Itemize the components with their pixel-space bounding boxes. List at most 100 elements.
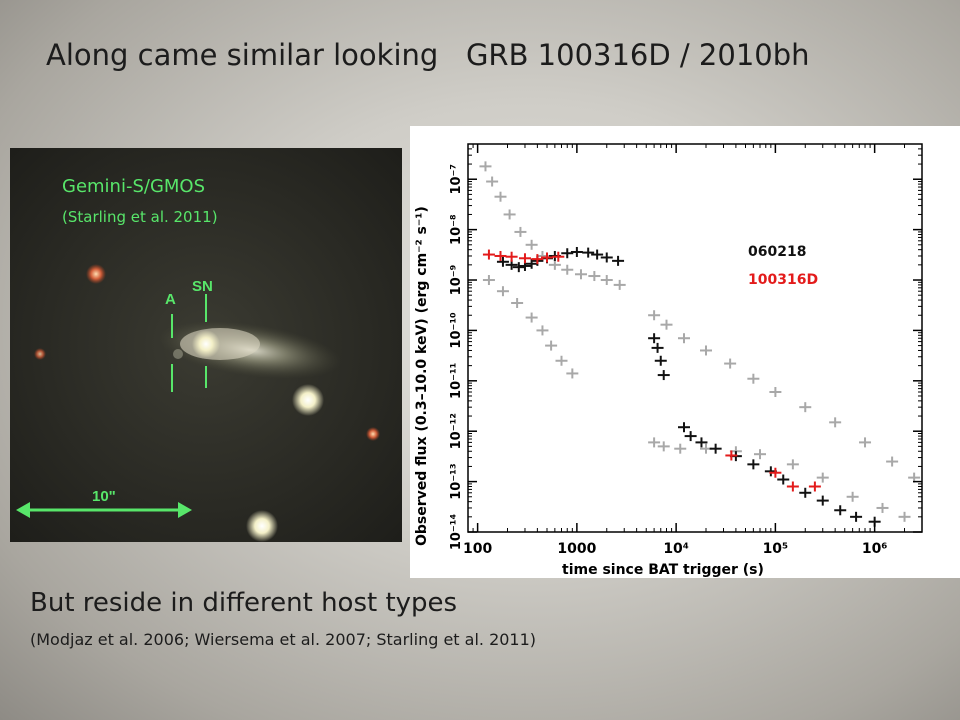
data-point-060218	[816, 495, 829, 506]
data-point-060218	[777, 474, 790, 485]
data-point-grey-comparison	[674, 443, 687, 454]
data-point-060218	[677, 422, 690, 433]
data-point-grey-comparison	[525, 239, 538, 250]
data-point-grey-comparison	[754, 449, 767, 460]
data-point-060218	[799, 487, 812, 498]
data-point-100316d	[482, 249, 495, 260]
data-point-grey-comparison	[859, 437, 872, 448]
data-point-060218	[834, 505, 847, 516]
data-point-grey-comparison	[482, 275, 495, 286]
x-tick-label: 1000	[557, 541, 596, 557]
legend-100316d: 100316D	[748, 272, 819, 288]
data-point-060218	[657, 370, 670, 381]
data-point-grey-comparison	[613, 279, 626, 290]
y-axis-label: Observed flux (0.3–10.0 keV) (erg cm⁻² s…	[414, 206, 430, 546]
data-point-grey-comparison	[511, 297, 524, 308]
data-point-grey-comparison	[769, 386, 782, 397]
data-point-grey-comparison	[677, 333, 690, 344]
data-point-grey-comparison	[657, 441, 670, 452]
data-point-grey-comparison	[786, 459, 799, 470]
y-tick-label: 10⁻⁹	[449, 264, 464, 295]
marker-sn-label: SN	[192, 278, 213, 295]
data-point-060218	[651, 342, 664, 353]
data-point-grey-comparison	[545, 340, 558, 351]
data-point-100316d	[505, 251, 518, 262]
data-point-grey-comparison	[799, 402, 812, 413]
data-point-060218	[709, 443, 722, 454]
data-point-grey-comparison	[566, 368, 579, 379]
instrument-label: Gemini-S/GMOS	[62, 176, 206, 197]
host-galaxy-image: A SN 10" Gemini-S/GMOS (Starling et al. …	[10, 148, 402, 542]
data-point-100316d	[518, 253, 531, 264]
data-point-100316d	[494, 250, 507, 261]
x-tick-label: 10⁶	[862, 541, 888, 557]
data-point-grey-comparison	[525, 312, 538, 323]
data-point-grey-comparison	[648, 310, 661, 321]
slide-subtitle: But reside in different host types	[30, 588, 458, 618]
marker-a-label: A	[165, 291, 176, 308]
light-curve-svg: 100 1000 10⁴ 10⁵ 10⁶ 10⁻¹⁴ 10⁻¹³ 10⁻¹² 10⁻¹¹ 10⁻¹…	[414, 143, 923, 578]
data-point-grey-comparison	[574, 269, 587, 280]
data-point-grey-comparison	[876, 502, 889, 513]
data-point-grey-comparison	[660, 319, 673, 330]
data-point-100316d	[808, 481, 821, 492]
data-point-060218	[600, 252, 613, 263]
host-galaxy-image-drawing: A SN 10"	[10, 148, 402, 542]
data-point-060218	[512, 262, 525, 273]
data-point-grey-comparison	[588, 271, 601, 282]
y-tick-label: 10⁻¹¹	[449, 363, 464, 399]
data-point-100316d	[540, 252, 553, 263]
y-tick-label: 10⁻¹⁴	[449, 514, 464, 551]
plot-frame	[467, 143, 923, 533]
slide-title: Along came similar looking GRB 100316D /…	[46, 38, 810, 72]
x-tick-label: 10⁵	[763, 541, 789, 557]
data-point-060218	[570, 246, 583, 257]
x-tick-label: 10⁴	[663, 541, 689, 557]
data-point-grey-comparison	[846, 491, 859, 502]
data-point-grey-comparison	[486, 176, 499, 187]
xray-light-curve-chart: 100 1000 10⁴ 10⁵ 10⁶ 10⁻¹⁴ 10⁻¹³ 10⁻¹² 10⁻¹¹ 10⁻¹…	[410, 126, 960, 578]
y-tick-label: 10⁻¹³	[449, 463, 464, 499]
data-point-grey-comparison	[561, 264, 574, 275]
data-point-060218	[648, 333, 661, 344]
data-point-060218	[684, 431, 697, 442]
legend-060218: 060218	[748, 244, 807, 260]
data-point-grey-comparison	[747, 373, 760, 384]
data-point-grey-comparison	[555, 355, 568, 366]
supernova-point	[192, 330, 220, 358]
x-axis-label: time since BAT trigger (s)	[562, 562, 764, 578]
data-point-grey-comparison	[514, 226, 527, 237]
data-point-060218	[582, 247, 595, 258]
data-point-grey-comparison	[494, 191, 507, 202]
data-point-100316d	[552, 251, 565, 262]
data-point-grey-comparison	[648, 437, 661, 448]
data-point-060218	[654, 355, 667, 366]
data-point-060218	[612, 255, 625, 266]
data-point-100316d	[786, 481, 799, 492]
data-point-grey-comparison	[898, 511, 911, 522]
data-point-100316d	[769, 467, 782, 478]
data-point-060218	[695, 437, 708, 448]
data-point-grey-comparison	[503, 209, 516, 220]
data-point-grey-comparison	[700, 345, 713, 356]
slide-references: (Modjaz et al. 2006; Wiersema et al. 200…	[30, 630, 537, 649]
data-point-grey-comparison	[829, 417, 842, 428]
data-point-grey-comparison	[548, 259, 561, 270]
data-point-100316d	[725, 450, 738, 461]
data-point-grey-comparison	[724, 358, 737, 369]
y-tick-label: 10⁻¹²	[449, 413, 464, 449]
data-point-grey-comparison	[479, 161, 492, 172]
data-point-grey-comparison	[886, 456, 899, 467]
y-tick-label: 10⁻⁸	[449, 214, 464, 245]
y-tick-label: 10⁻¹⁰	[449, 312, 464, 349]
data-point-grey-comparison	[536, 325, 549, 336]
y-tick-label: 10⁻⁷	[449, 164, 464, 195]
data-point-100316d	[531, 254, 544, 265]
data-point-060218	[591, 249, 604, 260]
data-point-grey-comparison	[496, 286, 509, 297]
x-tick-label: 100	[463, 541, 492, 557]
data-point-060218	[747, 459, 760, 470]
data-point-grey-comparison	[816, 472, 829, 483]
scale-bar-label: 10"	[92, 488, 116, 505]
image-citation-label: (Starling et al. 2011)	[62, 208, 218, 226]
